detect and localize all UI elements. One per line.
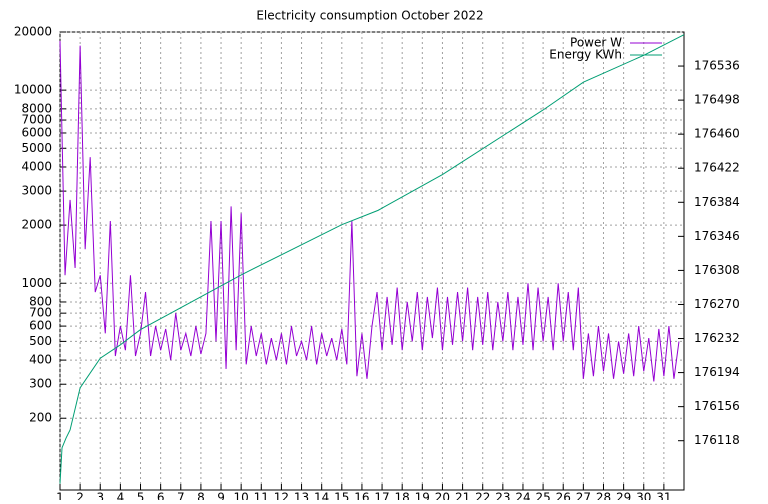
x-tick-label: 1: [56, 491, 64, 501]
chart-title: Electricity consumption October 2022: [256, 9, 483, 23]
y-tick-label: 500: [29, 334, 52, 348]
x-tick-label: 30: [636, 491, 651, 501]
y-tick-label: 20000: [14, 25, 52, 39]
y2-tick-label: 176498: [694, 93, 740, 107]
x-tick-label: 3: [96, 491, 104, 501]
y-tick-label: 300: [29, 377, 52, 391]
y-tick-label: 6000: [21, 125, 52, 139]
x-tick-label: 16: [354, 491, 369, 501]
series-line: [59, 34, 685, 484]
x-tick-label: 20: [435, 491, 450, 501]
x-tick-label: 6: [157, 491, 165, 501]
x-tick-label: 19: [415, 491, 430, 501]
y2-tick-label: 176232: [694, 331, 740, 345]
x-tick-label: 2: [76, 491, 84, 501]
y-tick-label: 2000: [21, 218, 52, 232]
x-tick-label: 10: [234, 491, 249, 501]
y-tick-label: 400: [29, 353, 52, 367]
x-tick-label: 24: [515, 491, 530, 501]
x-tick-label: 9: [217, 491, 225, 501]
x-tick-label: 27: [576, 491, 591, 501]
legend-label: Energy KWh: [549, 48, 622, 62]
y-tick-label: 8000: [21, 101, 52, 115]
y2-tick-label: 176460: [694, 127, 740, 141]
legend-label: Power W: [570, 36, 622, 50]
x-tick-label: 17: [374, 491, 389, 501]
x-tick-label: 14: [314, 491, 329, 501]
y-tick-label: 600: [29, 319, 52, 333]
y-tick-label: 7000: [21, 113, 52, 127]
y2-tick-label: 176422: [694, 161, 740, 175]
x-tick-label: 31: [656, 491, 671, 501]
y2-tick-label: 176270: [694, 297, 740, 311]
x-tick-label: 21: [455, 491, 470, 501]
y2-tick-label: 176346: [694, 229, 740, 243]
y2-tick-label: 176156: [694, 399, 740, 413]
x-tick-label: 7: [177, 491, 185, 501]
y2-tick-label: 176194: [694, 365, 740, 379]
x-tick-label: 23: [495, 491, 510, 501]
y2-tick-label: 176536: [694, 59, 740, 73]
x-tick-label: 28: [596, 491, 611, 501]
x-tick-label: 12: [274, 491, 289, 501]
series-line: [59, 40, 680, 382]
x-tick-label: 4: [117, 491, 125, 501]
x-tick-label: 11: [254, 491, 269, 501]
x-tick-label: 15: [334, 491, 349, 501]
x-tick-label: 13: [294, 491, 309, 501]
y-tick-label: 5000: [21, 141, 52, 155]
y-tick-label: 800: [29, 294, 52, 308]
y-tick-label: 3000: [21, 184, 52, 198]
y-tick-label: 200: [29, 411, 52, 425]
y-tick-label: 4000: [21, 159, 52, 173]
plot-frame: [59, 31, 685, 491]
x-tick-label: 26: [556, 491, 571, 501]
y2-tick-label: 176384: [694, 195, 740, 209]
y-tick-label: 10000: [14, 83, 52, 97]
x-tick-label: 29: [616, 491, 631, 501]
y2-tick-label: 176118: [694, 433, 740, 447]
y-tick-label: 700: [29, 306, 52, 320]
y-tick-label: 1000: [21, 276, 52, 290]
y2-tick-label: 176308: [694, 263, 740, 277]
x-tick-label: 5: [137, 491, 145, 501]
x-tick-label: 8: [197, 491, 205, 501]
x-tick-label: 18: [395, 491, 410, 501]
x-tick-label: 22: [475, 491, 490, 501]
x-tick-label: 25: [535, 491, 550, 501]
